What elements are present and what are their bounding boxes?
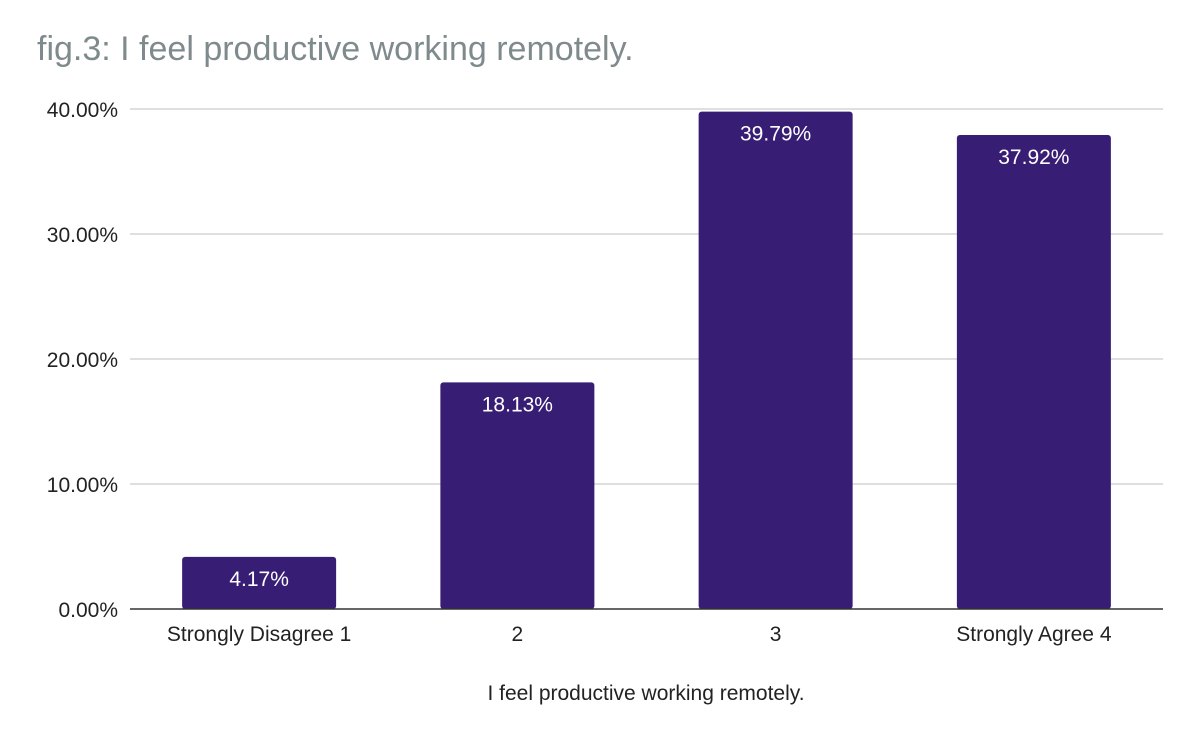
- axes: 0.00% 10.00% 20.00% 30.00% 40.00% Strongly Di…: [47, 99, 1163, 646]
- y-tick-label: 20.00%: [47, 349, 118, 372]
- bar-value-label: 4.17%: [229, 568, 289, 591]
- y-tick-label: 30.00%: [47, 224, 118, 247]
- bar-value-label: 37.92%: [998, 146, 1069, 169]
- bars: 4.17% 18.13% 39.79% 37.92%: [182, 111, 1111, 609]
- y-tick-label: 0.00%: [58, 599, 118, 622]
- y-tick-label: 10.00%: [47, 474, 118, 497]
- x-tick-label: 2: [512, 623, 524, 646]
- bar: [956, 135, 1111, 609]
- x-axis-title: I feel productive working remotely.: [487, 682, 804, 705]
- bar-value-label: 39.79%: [740, 123, 811, 146]
- bar: [440, 382, 595, 609]
- x-tick-label: Strongly Disagree 1: [167, 623, 351, 646]
- bar-value-label: 18.13%: [482, 393, 553, 416]
- x-tick-label: Strongly Agree 4: [956, 623, 1112, 646]
- bar: [698, 111, 853, 609]
- bar: [182, 556, 337, 609]
- x-tick-label: 3: [770, 623, 782, 646]
- y-tick-label: 40.00%: [47, 99, 118, 122]
- chart-title: fig.3: I feel productive working remotel…: [37, 30, 634, 68]
